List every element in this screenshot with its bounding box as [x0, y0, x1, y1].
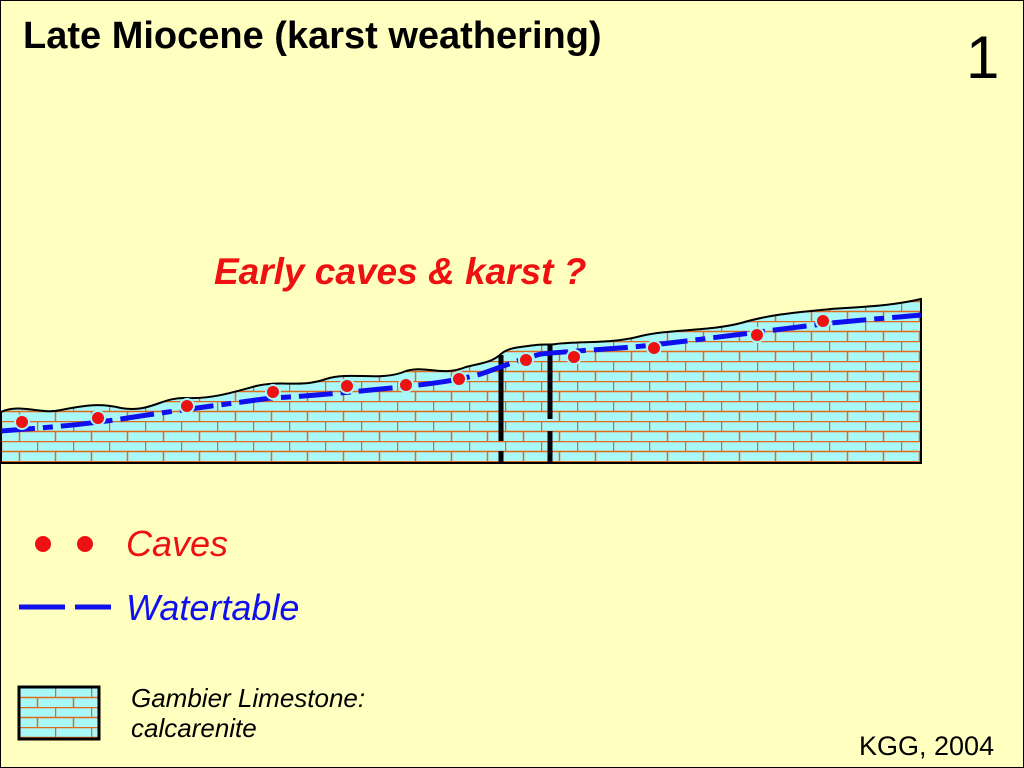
- legend-limestone-line1: Gambier Limestone:: [131, 683, 366, 713]
- fault-lines: [498, 344, 553, 463]
- cave-dot: [398, 377, 414, 393]
- legend-caves-symbol: [35, 536, 93, 552]
- cave-dot: [518, 352, 534, 368]
- cave-dot: [265, 384, 281, 400]
- credit-text: KGG, 2004: [859, 731, 995, 761]
- slide-number: 1: [966, 24, 1000, 91]
- cave-dot: [646, 340, 662, 356]
- cave-dot: [749, 327, 765, 343]
- legend-limestone-line2: calcarenite: [131, 713, 257, 743]
- cave-dot: [339, 378, 355, 394]
- cave-dot: [451, 371, 467, 387]
- cave-dot: [179, 398, 195, 414]
- cave-dot: [90, 410, 106, 426]
- legend-limestone-swatch: [17, 685, 101, 741]
- annotation-early-caves: Early caves & karst ?: [214, 251, 587, 292]
- slide-title: Late Miocene (karst weathering): [23, 15, 602, 57]
- watertable-line: [1, 312, 922, 434]
- cave-dot: [815, 313, 831, 329]
- cave-dot: [566, 349, 582, 365]
- legend-limestone-label: Gambier Limestone: calcarenite: [131, 683, 451, 743]
- legend-watertable-label: Watertable: [126, 587, 300, 628]
- cave-markers: [14, 313, 831, 430]
- cave-dot: [14, 414, 30, 430]
- legend-caves-label: Caves: [126, 523, 229, 564]
